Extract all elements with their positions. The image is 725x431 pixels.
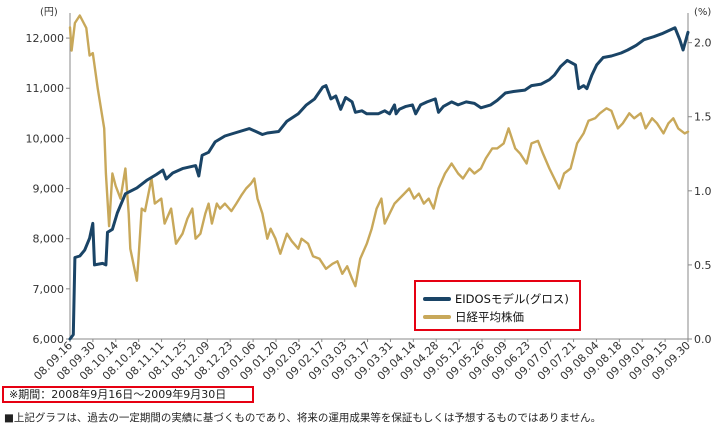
- axes: 6,000 7,000 8,000 9,000 10,000 11,000 12,000 0.…: [26, 13, 712, 346]
- right-tick-label: 1.0: [694, 185, 712, 198]
- legend: EIDOSモデル(グロス) 日経平均株価: [414, 280, 581, 331]
- legend-label-eidos: EIDOSモデル(グロス): [455, 292, 569, 306]
- left-axis-unit: (円): [40, 7, 58, 18]
- series-line-nikkei: [68, 14, 690, 288]
- right-tick-label: 1.5: [694, 111, 712, 124]
- disclaimer-note: ■上記グラフは、過去の一定期間の実績に基づくものであり、将来の運用成果等を保証も…: [4, 412, 602, 424]
- x-tick-labels: 08.09.1608.09.3008.10.1408.10.2808.11.11…: [31, 339, 693, 383]
- chart: (円) (%) 6,000 7,000 8,000 9,000 10,000 11,000…: [26, 7, 712, 383]
- left-tick-label: 9,000: [33, 183, 65, 196]
- series-layer: [68, 14, 690, 341]
- legend-highlight-box: [414, 280, 581, 331]
- left-tick-label: 8,000: [33, 233, 65, 246]
- left-tick-label: 6,000: [33, 333, 65, 346]
- legend-label-nikkei: 日経平均株価: [455, 310, 524, 324]
- period-note: ※期間：2008年9月16日～2009年9月30日: [2, 386, 254, 403]
- left-tick-label: 7,000: [33, 283, 65, 296]
- right-tick-label: 2.0: [694, 37, 712, 50]
- left-tick-label: 12,000: [26, 32, 65, 45]
- left-tick-label: 10,000: [26, 132, 65, 145]
- right-axis-unit: (%): [694, 7, 711, 18]
- right-tick-label: 0.5: [694, 259, 712, 272]
- series-line-eidos: [68, 26, 690, 341]
- left-tick-label: 11,000: [26, 82, 65, 95]
- right-tick-label: 0.0: [694, 333, 712, 346]
